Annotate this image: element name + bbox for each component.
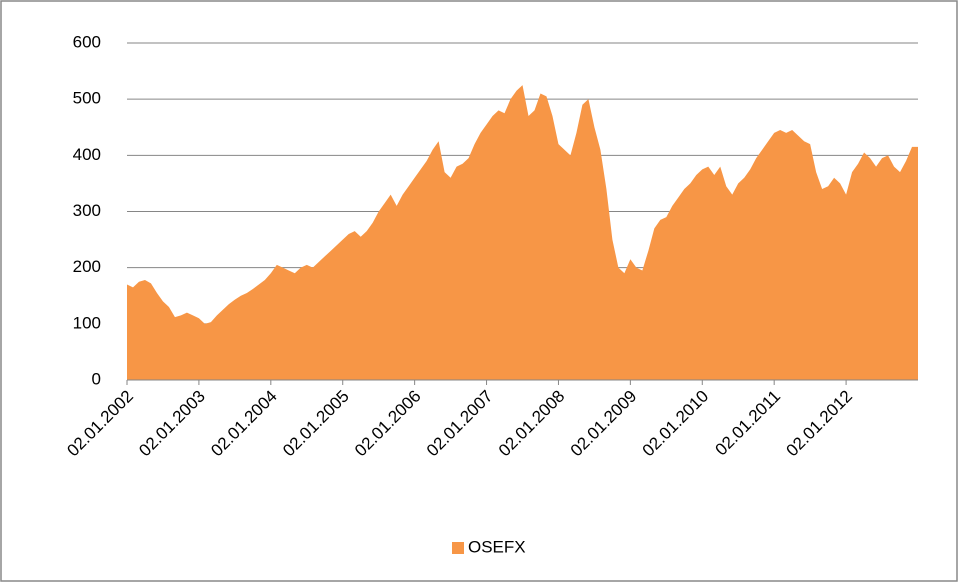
- y-tick-label: 600: [73, 32, 101, 51]
- legend-swatch: [452, 542, 464, 554]
- y-tick-label: 500: [73, 89, 101, 108]
- area: [127, 85, 918, 380]
- legend-label: OSEFX: [468, 537, 526, 556]
- y-tick-label: 0: [92, 369, 101, 388]
- y-tick-label: 100: [73, 313, 101, 332]
- y-tick-label: 300: [73, 201, 101, 220]
- y-tick-label: 400: [73, 145, 101, 164]
- y-tick-label: 200: [73, 257, 101, 276]
